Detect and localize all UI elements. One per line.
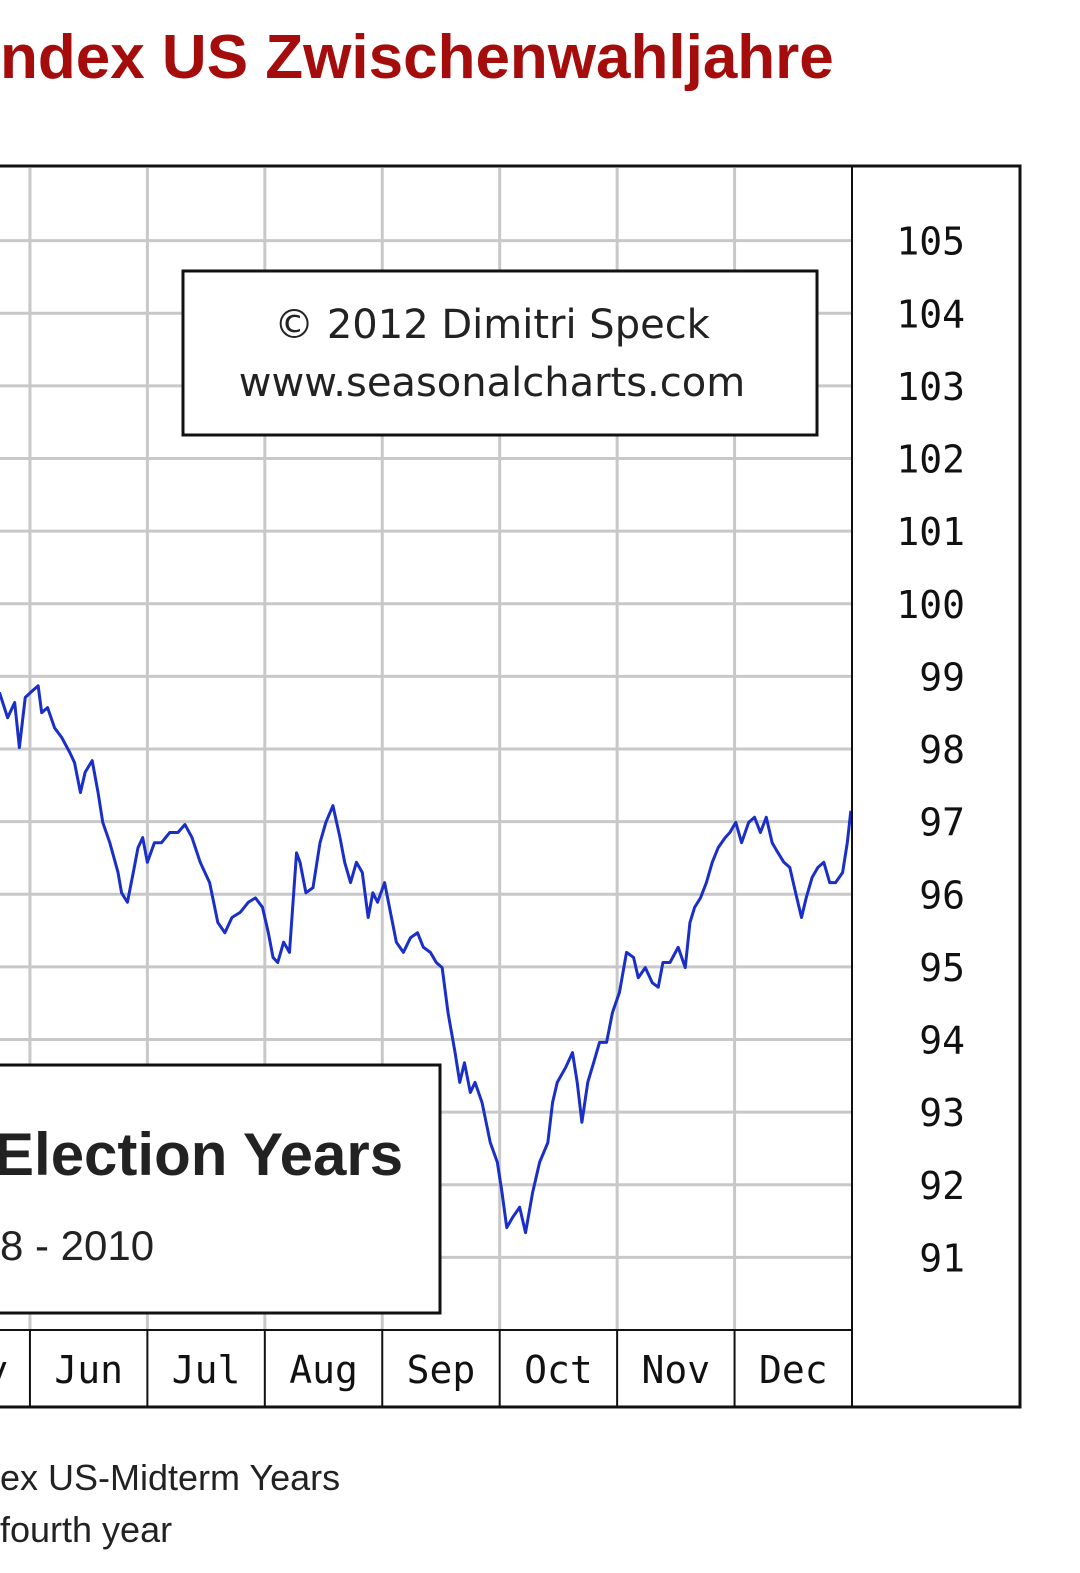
x-tick-label: Dec bbox=[759, 1348, 828, 1392]
y-tick-label: 92 bbox=[919, 1164, 965, 1208]
y-tick-label: 101 bbox=[896, 510, 965, 554]
x-tick-label: Jul bbox=[172, 1348, 241, 1392]
x-tick-label: Oct bbox=[524, 1348, 593, 1392]
copyright-box bbox=[181, 269, 819, 437]
website: www.seasonalcharts.com bbox=[239, 360, 745, 406]
y-tick-label: 99 bbox=[919, 655, 965, 699]
caption: ex US-Midterm Years bbox=[0, 1457, 340, 1498]
y-tick-label: 104 bbox=[896, 292, 965, 336]
inset-title: Election Years bbox=[0, 1121, 403, 1188]
y-tick-label: 103 bbox=[896, 365, 965, 409]
inset-subtitle: 8 - 2010 bbox=[0, 1222, 154, 1269]
y-tick-label: 98 bbox=[919, 728, 965, 772]
y-tick-label: 91 bbox=[919, 1236, 965, 1280]
y-tick-label: 95 bbox=[919, 946, 965, 990]
y-tick-label: 94 bbox=[919, 1019, 965, 1063]
frame bbox=[0, 164, 1022, 1409]
y-tick-label: 100 bbox=[896, 583, 965, 627]
x-tick-label: Jun bbox=[54, 1348, 123, 1392]
y-tick-label: 97 bbox=[919, 801, 965, 845]
caption: fourth year bbox=[0, 1509, 172, 1550]
y-tick-label: 102 bbox=[896, 438, 965, 482]
inset-box bbox=[0, 1063, 442, 1315]
copyright: © 2012 Dimitri Speck bbox=[274, 302, 711, 348]
plot bbox=[0, 684, 853, 1235]
y-tick-label: 96 bbox=[919, 873, 965, 917]
x-tick-label: y bbox=[0, 1348, 8, 1392]
x-tick-label: Aug bbox=[289, 1348, 358, 1392]
data-line bbox=[0, 684, 853, 1235]
y-tick-label: 105 bbox=[896, 220, 965, 264]
chart-title: ndex US Zwischenwahljahre bbox=[0, 23, 834, 92]
x-tick-label: Nov bbox=[642, 1348, 711, 1392]
y-tick-label: 93 bbox=[919, 1091, 965, 1135]
x-tick-label: Sep bbox=[407, 1348, 476, 1392]
